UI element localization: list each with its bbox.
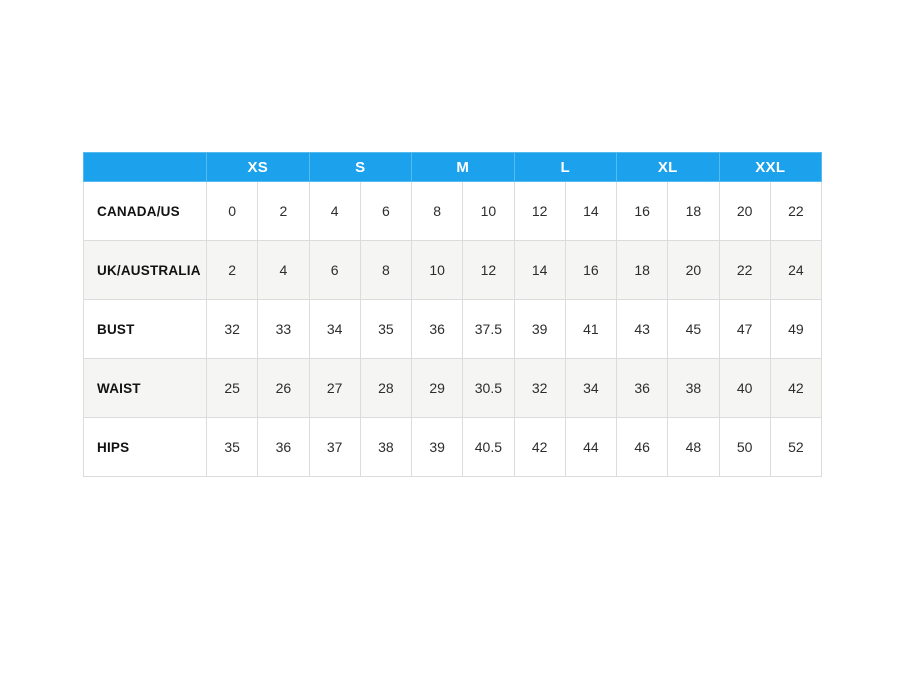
size-cell: 20: [718, 181, 771, 241]
size-cell: 41: [564, 299, 618, 359]
size-cell: 0: [205, 181, 259, 241]
size-cell: 35: [359, 299, 413, 359]
size-cell: 20: [667, 240, 720, 300]
size-cell: 14: [564, 181, 618, 241]
size-cell: 36: [615, 358, 669, 418]
header-group-xxl: XXL: [718, 152, 822, 182]
size-cell: 39: [410, 417, 464, 477]
size-cell: 16: [615, 181, 669, 241]
table-row-uk-australia: UK/AUSTRALIA 2 4 6 8 10 12 14 16 18 20 2…: [83, 240, 823, 300]
size-cell: 16: [564, 240, 618, 300]
size-cell: 10: [462, 181, 515, 241]
size-cell: 35: [205, 417, 259, 477]
size-cell: 32: [513, 358, 566, 418]
size-cell: 24: [769, 240, 823, 300]
size-cell: 4: [257, 240, 310, 300]
row-label: WAIST: [83, 358, 207, 418]
size-cell: 40: [718, 358, 771, 418]
row-label: HIPS: [83, 417, 207, 477]
size-cell: 6: [359, 181, 413, 241]
size-cell: 25: [205, 358, 259, 418]
size-cell: 36: [257, 417, 310, 477]
size-cell: 34: [308, 299, 361, 359]
size-cell: 18: [667, 181, 720, 241]
size-cell: 49: [769, 299, 823, 359]
size-cell: 39: [513, 299, 566, 359]
row-label: BUST: [83, 299, 207, 359]
size-cell: 48: [667, 417, 720, 477]
size-cell: 42: [769, 358, 823, 418]
size-cell: 10: [410, 240, 464, 300]
size-cell: 12: [462, 240, 515, 300]
size-cell: 14: [513, 240, 566, 300]
size-chart-header: XS S M L XL XXL: [83, 152, 822, 182]
size-cell: 46: [615, 417, 669, 477]
size-cell: 44: [564, 417, 618, 477]
size-chart-container: XS S M L XL XXL CANADA/US 0 2 4 6 8 10: [83, 152, 823, 477]
size-cell: 40.5: [462, 417, 515, 477]
size-cell: 52: [769, 417, 823, 477]
size-cell: 43: [615, 299, 669, 359]
size-cell: 47: [718, 299, 771, 359]
size-cell: 4: [308, 181, 361, 241]
size-cell: 38: [667, 358, 720, 418]
size-cell: 26: [257, 358, 310, 418]
size-cell: 8: [410, 181, 464, 241]
header-group-s: S: [308, 152, 412, 182]
row-label: UK/AUSTRALIA: [83, 240, 207, 300]
size-cell: 45: [667, 299, 720, 359]
size-cell: 34: [564, 358, 618, 418]
size-cell: 28: [359, 358, 413, 418]
table-row-canada-us: CANADA/US 0 2 4 6 8 10 12 14 16 18 20 22: [83, 181, 823, 241]
size-cell: 38: [359, 417, 413, 477]
size-cell: 29: [410, 358, 464, 418]
header-corner-cell: [83, 152, 207, 182]
table-row-bust: BUST 32 33 34 35 36 37.5 39 41 43 45 47 …: [83, 299, 823, 359]
size-cell: 50: [718, 417, 771, 477]
size-cell: 2: [205, 240, 259, 300]
size-cell: 12: [513, 181, 566, 241]
size-cell: 42: [513, 417, 566, 477]
header-group-xs: XS: [206, 152, 310, 182]
size-cell: 27: [308, 358, 361, 418]
size-cell: 6: [308, 240, 361, 300]
header-group-xl: XL: [616, 152, 720, 182]
size-chart-table: XS S M L XL XXL CANADA/US 0 2 4 6 8 10: [83, 152, 823, 477]
table-row-waist: WAIST 25 26 27 28 29 30.5 32 34 36 38 40…: [83, 358, 823, 418]
header-row: XS S M L XL XXL: [83, 152, 822, 182]
size-cell: 2: [257, 181, 310, 241]
row-label: CANADA/US: [83, 181, 207, 241]
size-cell: 32: [205, 299, 259, 359]
size-cell: 36: [410, 299, 464, 359]
table-row-hips: HIPS 35 36 37 38 39 40.5 42 44 46 48 50 …: [83, 417, 823, 477]
size-cell: 37.5: [462, 299, 515, 359]
size-cell: 8: [359, 240, 413, 300]
size-cell: 18: [615, 240, 669, 300]
header-group-m: M: [411, 152, 515, 182]
size-cell: 37: [308, 417, 361, 477]
size-cell: 22: [769, 181, 823, 241]
size-cell: 30.5: [462, 358, 515, 418]
size-chart-body: CANADA/US 0 2 4 6 8 10 12 14 16 18 20 22…: [83, 181, 823, 477]
size-cell: 33: [257, 299, 310, 359]
header-group-l: L: [513, 152, 617, 182]
size-cell: 22: [718, 240, 771, 300]
